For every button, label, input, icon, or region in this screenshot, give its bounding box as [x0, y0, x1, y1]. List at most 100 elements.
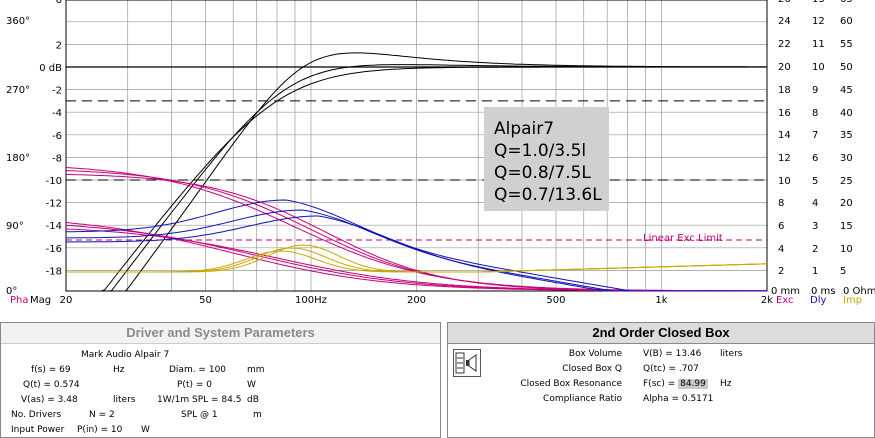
box-volume-field[interactable]: V(B) = 13.46	[643, 349, 702, 359]
dly-tick-label: 5	[812, 176, 818, 187]
x-tick-label: 2k	[761, 295, 773, 306]
vas-field[interactable]: V(as) = 3.48	[21, 395, 78, 405]
dly-tick-label: 2	[812, 244, 818, 255]
graph-curves	[65, 52, 768, 292]
dly-tick-label: 1	[812, 266, 818, 277]
graph-frame	[65, 0, 768, 292]
exc-tick-label: 20	[778, 62, 791, 73]
phase-tick-label: 360°	[6, 16, 30, 27]
compliance-ratio-label: Compliance Ratio	[543, 394, 622, 404]
fs-field[interactable]: f(s) = 69	[31, 365, 71, 375]
delay-curve	[65, 199, 767, 292]
closed-box-q-field[interactable]: Q(tc) = .707	[643, 364, 699, 374]
box-volume-unit: liters	[720, 349, 743, 359]
x-tick-label: 100Hz	[295, 295, 327, 306]
x-tick-label: 500	[546, 295, 565, 306]
imp-tick-label: 20	[840, 198, 853, 209]
db-tick-label: 6	[56, 0, 62, 6]
db-tick-label: -14	[46, 221, 62, 232]
dly-zero-label: 0 ms	[811, 286, 836, 297]
dly-tick-label: 11	[812, 39, 825, 50]
drivers-label: No. Drivers	[11, 410, 62, 420]
db-tick-label: -12	[46, 199, 62, 210]
spl-field[interactable]: 1W/1m SPL = 84.5	[157, 395, 242, 405]
vas-unit: liters	[113, 395, 136, 405]
exc-tick-label: 4	[778, 244, 784, 255]
legend-line-4: Q=0.7/13.6L	[494, 185, 602, 205]
phase-tick-label: 180°	[6, 153, 30, 164]
closed-box-resonance-field[interactable]: F(sc) = 84.99	[643, 379, 708, 389]
x-tick-label: 1k	[655, 295, 667, 306]
driver-panel-title: Driver and System Parameters	[1, 323, 440, 344]
dly-tick-label: 9	[812, 85, 818, 96]
magnitude-curve	[66, 66, 767, 292]
closed-box-resonance-unit: Hz	[720, 379, 732, 389]
phase-tick-label: 0°	[6, 286, 17, 297]
imp-tick-label: 60	[840, 16, 853, 27]
legend-line-2: Q=1.0/3.5l	[494, 141, 586, 161]
input-power-unit: W	[141, 425, 150, 435]
closed-box-panel: 2nd Order Closed Box Box Volume V(B) = 1…	[447, 322, 875, 438]
db-tick-label: -4	[52, 108, 62, 119]
x-tick-label: 50	[199, 295, 212, 306]
impedance-curve	[66, 250, 768, 273]
db-tick-label: 0 dB	[39, 63, 62, 74]
pt-field[interactable]: P(t) = 0	[177, 380, 212, 390]
db-tick-label: 2	[56, 40, 62, 51]
exc-tick-label: 16	[778, 108, 791, 119]
diam-field[interactable]: Diam. = 100	[169, 365, 227, 375]
exc-tick-label: 18	[778, 85, 791, 96]
imp-tick-label: 30	[840, 153, 853, 164]
imp-tick-label: 45	[840, 85, 853, 96]
spl-at-field[interactable]: SPL @ 1	[181, 410, 218, 420]
db-tick-label: -2	[52, 86, 62, 97]
dly-tick-label: 13	[812, 0, 825, 5]
db-tick-label: -10	[46, 176, 62, 187]
pha-axis-label: Pha	[10, 295, 29, 306]
imp-axis-label: Imp	[843, 295, 862, 306]
driver-name[interactable]: Mark Audio Alpair 7	[81, 350, 170, 360]
exc-tick-label: 14	[778, 130, 791, 141]
imp-zero-label: 0 Ohm	[843, 286, 875, 297]
imp-tick-label: 25	[840, 176, 853, 187]
exc-tick-label: 8	[778, 198, 784, 209]
graph-axis-labels: 20 dB-2-4-6-8-10-12-14-16-186360°270°180…	[6, 0, 875, 306]
db-tick-label: -16	[46, 244, 62, 255]
svg-text:Linear Exc Limit: Linear Exc Limit	[643, 233, 723, 244]
dly-tick-label: 10	[812, 62, 825, 73]
phase-tick-label: 270°	[6, 85, 30, 96]
imp-tick-label: 40	[840, 108, 853, 119]
qts-field[interactable]: Q(t) = 0.574	[23, 380, 80, 390]
exc-tick-label: 10	[778, 176, 791, 187]
legend-line-3: Q=0.8/7.5L	[494, 163, 591, 183]
input-power-field[interactable]: P(in) = 10	[77, 425, 123, 435]
dly-tick-label: 12	[812, 16, 825, 27]
closed-box-q-label: Closed Box Q	[562, 364, 622, 374]
db-tick-label: -6	[52, 131, 62, 142]
dly-tick-label: 6	[812, 153, 818, 164]
driver-parameters-panel: Driver and System Parameters Mark Audio …	[0, 322, 441, 438]
imp-tick-label: 10	[840, 244, 853, 255]
speaker-box-icon[interactable]	[453, 349, 481, 377]
dly-tick-label: 8	[812, 108, 818, 119]
imp-tick-label: 5	[840, 266, 846, 277]
exc-tick-label: 26	[778, 0, 791, 5]
spl-at-unit: m	[253, 410, 262, 420]
exc-axis-label: Exc	[776, 295, 794, 306]
dly-tick-label: 3	[812, 221, 818, 232]
imp-tick-label: 50	[840, 62, 853, 73]
exc-tick-label: 2	[778, 266, 784, 277]
box-volume-label: Box Volume	[568, 349, 622, 359]
dly-tick-label: 4	[812, 198, 818, 209]
drivers-field[interactable]: N = 2	[89, 410, 115, 420]
db-tick-label: -8	[52, 153, 62, 164]
exc-tick-label: 24	[778, 16, 791, 27]
imp-tick-label: 65	[840, 0, 853, 5]
compliance-ratio-field[interactable]: Alpha = 0.5171	[643, 394, 714, 404]
response-graph: 20 dB-2-4-6-8-10-12-14-16-186360°270°180…	[6, 0, 875, 306]
x-axis-mag-label: Mag	[30, 295, 51, 306]
exc-zero-label: 0 mm	[771, 286, 800, 297]
closed-box-resonance-label: Closed Box Resonance	[520, 379, 622, 389]
box-panel-title: 2nd Order Closed Box	[448, 323, 874, 344]
exc-tick-label: 22	[778, 39, 791, 50]
